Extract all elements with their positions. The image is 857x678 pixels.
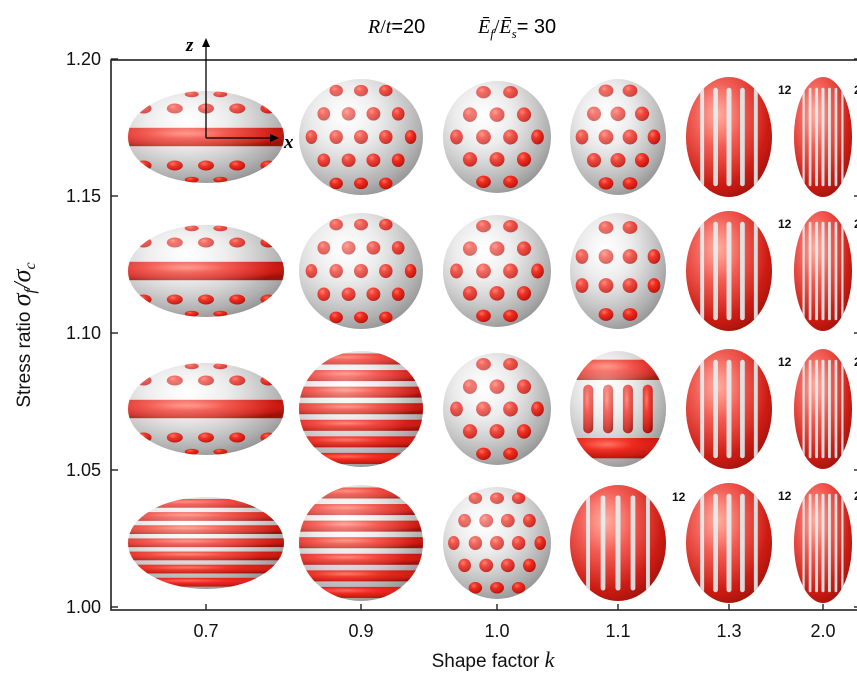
shell-mixed-labyrinth: [570, 351, 666, 467]
stripe-count-label: 20: [854, 83, 857, 97]
shell-highlight: [794, 77, 852, 197]
shell-highlight: [570, 485, 666, 601]
plot-frame: [110, 59, 857, 611]
shell-highlight: [570, 213, 666, 329]
shell-highlight: [299, 213, 423, 329]
y-axis-ticks: 1.00 1.05 1.10 1.15 1.20: [66, 49, 857, 617]
shell-dots: [299, 79, 423, 195]
y-tick-label: 1.10: [66, 323, 101, 343]
stripe-count-label: 20: [854, 355, 857, 369]
shell-band-and-dots: [128, 363, 284, 455]
x-tick-label: 0.9: [348, 621, 373, 641]
y-tick-label: 1.05: [66, 460, 101, 480]
x-axis-inset-label: x: [283, 132, 294, 153]
x-tick-label: 1.1: [605, 621, 630, 641]
stripe-count-label: 12: [672, 490, 686, 504]
pattern-dot: [156, 91, 171, 98]
shell-highlight: [128, 497, 284, 589]
stripe-count-label: 20: [854, 217, 857, 231]
shell-highlight: [443, 215, 551, 327]
pattern-dot: [156, 448, 171, 455]
shell-grid-dots: [570, 213, 666, 329]
shell-hexagonal-dots: [570, 79, 666, 195]
shell-vertical-stripes: 20: [794, 483, 857, 603]
stripe-count-label: 12: [778, 83, 792, 97]
shell-vertical-stripes: 12: [686, 77, 792, 197]
shell-vertical-stripes: 20: [794, 211, 857, 331]
stripe-count-label: 12: [778, 217, 792, 231]
pattern-dot: [241, 310, 256, 317]
shell-highlight: [686, 349, 772, 469]
pattern-dot: [241, 448, 256, 455]
stripe-count-label: 12: [778, 489, 792, 503]
z-arrowhead: [202, 38, 210, 47]
x-tick-label: 0.7: [193, 621, 218, 641]
header-param-modulus-ratio: Ēf/Ēs= 30: [477, 16, 556, 41]
x-tick-label: 2.0: [810, 621, 835, 641]
header-param-radius-thickness: R/t=20: [367, 16, 425, 38]
shell-highlight: [686, 211, 772, 331]
x-axis-ticks: 0.7 0.9 1.0 1.1 1.3 2.0: [193, 604, 836, 641]
y-tick-label: 1.00: [66, 597, 101, 617]
x-tick-label: 1.0: [484, 621, 509, 641]
stripe-count-label: 12: [778, 355, 792, 369]
shell-vertical-stripes: 12: [570, 485, 686, 601]
shell-hexagonal-dots: [443, 215, 551, 327]
shell-highlight: [686, 77, 772, 197]
shell-dots: [443, 487, 551, 599]
shell-highlight: [299, 351, 423, 467]
x-axis-label: Shape factor k: [432, 647, 556, 672]
shell-highlight: [443, 487, 551, 599]
shell-vertical-stripes: 12: [686, 211, 792, 331]
shell-horizontal-stripes: [128, 497, 284, 589]
y-tick-label: 1.20: [66, 49, 101, 69]
shell-highlight: [794, 483, 852, 603]
x-tick-label: 1.3: [716, 621, 741, 641]
shell-vertical-stripes: 20: [794, 349, 857, 469]
shell-highlight: [299, 485, 423, 601]
pattern-dot: [156, 225, 171, 232]
shell-dots: [299, 213, 423, 329]
shell-highlight: [443, 353, 551, 465]
z-axis-label: z: [185, 35, 194, 56]
y-tick-label: 1.15: [66, 186, 101, 206]
shell-vertical-stripes: 12: [686, 483, 792, 603]
pattern-dot: [241, 91, 256, 98]
pattern-dot: [241, 176, 256, 183]
shell-highlight: [128, 363, 284, 455]
pattern-dot: [156, 363, 171, 370]
pattern-dot: [156, 176, 171, 183]
shell-highlight: [686, 483, 772, 603]
pattern-dot: [241, 225, 256, 232]
shell-vertical-stripes: 12: [686, 349, 792, 469]
x-arrowhead: [270, 134, 279, 142]
shell-highlight: [794, 211, 852, 331]
shell-horizontal-stripes: [299, 485, 423, 601]
shell-highlight: [443, 81, 551, 193]
shell-highlight: [299, 79, 423, 195]
shell-hexagonal-dots: [443, 81, 551, 193]
coordinate-axes-inset: z x: [185, 35, 294, 153]
shell-highlight: [128, 225, 284, 317]
shell-highlight: [794, 349, 852, 469]
shell-vertical-stripes: 20: [794, 77, 857, 197]
shell-highlight: [570, 351, 666, 467]
pattern-dot: [156, 310, 171, 317]
shell-horizontal-stripes: [299, 351, 423, 467]
pattern-dot: [241, 363, 256, 370]
shell-hexagonal-dots: [443, 353, 551, 465]
shell-band-and-dots: [128, 225, 284, 317]
stripe-count-label: 20: [854, 489, 857, 503]
shell-grid: 12 20 12 20 12 20 12 12 20: [128, 77, 857, 603]
y-axis-label: Stress ratio σf/σc: [7, 262, 39, 407]
shell-highlight: [570, 79, 666, 195]
